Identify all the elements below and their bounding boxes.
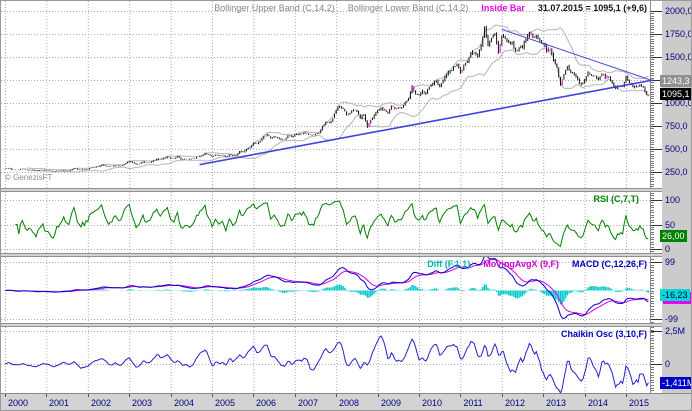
year-label-2000: 2000 (7, 398, 29, 408)
rsi-plot[interactable] (1, 192, 662, 253)
time-axis[interactable]: 2000 2001 2002 2003 2004 2005 2006 2007 2008 2009… (1, 393, 691, 410)
year-label-2013: 2013 (545, 398, 567, 408)
last-price-badge: 1095,1 (660, 88, 691, 101)
x-axis-tick (5, 394, 6, 397)
macd-plot[interactable] (1, 257, 662, 323)
y-axis-tick-label: 0 (665, 244, 671, 254)
rsi-panel-header: RSI (C,7,T) (593, 194, 639, 204)
x-axis-tick (543, 394, 544, 397)
x-axis-tick (336, 394, 337, 397)
x-axis-tick (295, 394, 296, 397)
x-axis-tick (212, 394, 213, 397)
trendline-value-badge: 1243,3 (660, 74, 691, 87)
last-quote-label: 31.07.2015 = 1095,1 (+9,6) (537, 3, 647, 13)
x-axis-tick (46, 394, 47, 397)
y-axis-tick-label: 750,0 (665, 121, 688, 131)
x-axis-tick (626, 394, 627, 397)
panel-separator[interactable] (1, 253, 662, 257)
year-label-2014: 2014 (587, 398, 609, 408)
year-label-2009: 2009 (380, 398, 402, 408)
y-axis-tick-label: 2,5M (665, 326, 686, 336)
year-label-2002: 2002 (90, 398, 112, 408)
year-label-2003: 2003 (131, 398, 153, 408)
diff-value-badge: -16,23 (660, 289, 690, 302)
year-label-2010: 2010 (421, 398, 443, 408)
year-label-2006: 2006 (255, 398, 277, 408)
y-axis-tick-label: 100 (665, 195, 681, 205)
year-label-2005: 2005 (214, 398, 236, 408)
y-axis-tick-label: 1750,0 (665, 29, 692, 39)
x-axis-tick (378, 394, 379, 397)
x-axis-tick (171, 394, 172, 397)
y-axis-tick-label: 500,0 (665, 144, 688, 154)
y-axis-tick-label: 1000,0 (665, 98, 692, 108)
year-label-2011: 2011 (463, 398, 483, 408)
year-label-2008: 2008 (338, 398, 360, 408)
panel-separator[interactable] (1, 188, 662, 192)
price-panel[interactable] (1, 1, 662, 188)
y-axis-tick-label: 250,0 (665, 167, 688, 177)
year-label-2015: 2015 (628, 398, 650, 408)
inside-bar-label: Inside Bar (481, 3, 525, 13)
chaikin-value-badge: -1,411M (660, 376, 691, 389)
macd-indicator-label: MACD (C,12,26,F) (571, 259, 647, 269)
y-axis-tick-label: 0 (665, 359, 671, 369)
y-axis-tick-label: -99 (665, 314, 679, 324)
diff-indicator-label: Diff (F,1,1) (427, 259, 471, 269)
x-axis-tick (460, 394, 461, 397)
y-axis-tick-label: 2000,0 (665, 6, 692, 16)
y-axis-tick-label: 99 (665, 257, 676, 267)
x-axis-tick (419, 394, 420, 397)
x-axis-tick (88, 394, 89, 397)
chaikin-panel-header: Chaikin Osc (3,10,F) (561, 329, 647, 339)
movingavgx-indicator-label: MovingAvgX (9,F) (483, 259, 559, 269)
panel-separator[interactable] (1, 323, 662, 327)
macd-panel-header: Diff (F,1,1) MovingAvgX (9,F) MACD (C,12… (427, 259, 647, 269)
price-plot[interactable] (1, 1, 662, 188)
x-axis-tick (502, 394, 503, 397)
bollinger-lower-label: Bollinger Lower Band (C,14,2) (347, 3, 469, 13)
x-axis-tick (129, 394, 130, 397)
chaikin-indicator-label: Chaikin Osc (3,10,F) (560, 329, 647, 339)
rsi-indicator-label: RSI (C,7,T) (593, 194, 639, 204)
x-axis-tick (585, 394, 586, 397)
x-axis-tick (253, 394, 254, 397)
year-label-2012: 2012 (504, 398, 526, 408)
year-label-2001: 2001 (48, 398, 70, 408)
year-label-2007: 2007 (297, 398, 319, 408)
value-axis-strip (662, 1, 691, 393)
rsi-value-badge: 26,00 (660, 230, 687, 243)
year-label-2004: 2004 (173, 398, 195, 408)
rsi-panel[interactable] (1, 192, 662, 253)
y-axis-tick-label: 1500,0 (665, 52, 692, 62)
macd-panel[interactable] (1, 257, 662, 323)
chaikin-panel[interactable] (1, 327, 662, 393)
y-axis-tick-label: 50 (665, 219, 676, 230)
chaikin-plot[interactable] (1, 327, 662, 393)
price-panel-header: Bollinger Upper Band (C,14,2) Bollinger … (214, 3, 647, 13)
bollinger-upper-label: Bollinger Upper Band (C,14,2) (214, 3, 335, 13)
copyright-watermark: © GenezisFT (5, 173, 53, 182)
